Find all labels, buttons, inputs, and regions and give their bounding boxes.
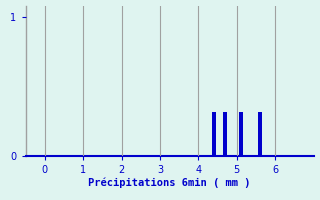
Bar: [223, 112, 227, 156]
Bar: [212, 112, 216, 156]
Bar: [258, 112, 262, 156]
Bar: [239, 112, 243, 156]
X-axis label: Précipitations 6min ( mm ): Précipitations 6min ( mm ): [88, 178, 251, 188]
